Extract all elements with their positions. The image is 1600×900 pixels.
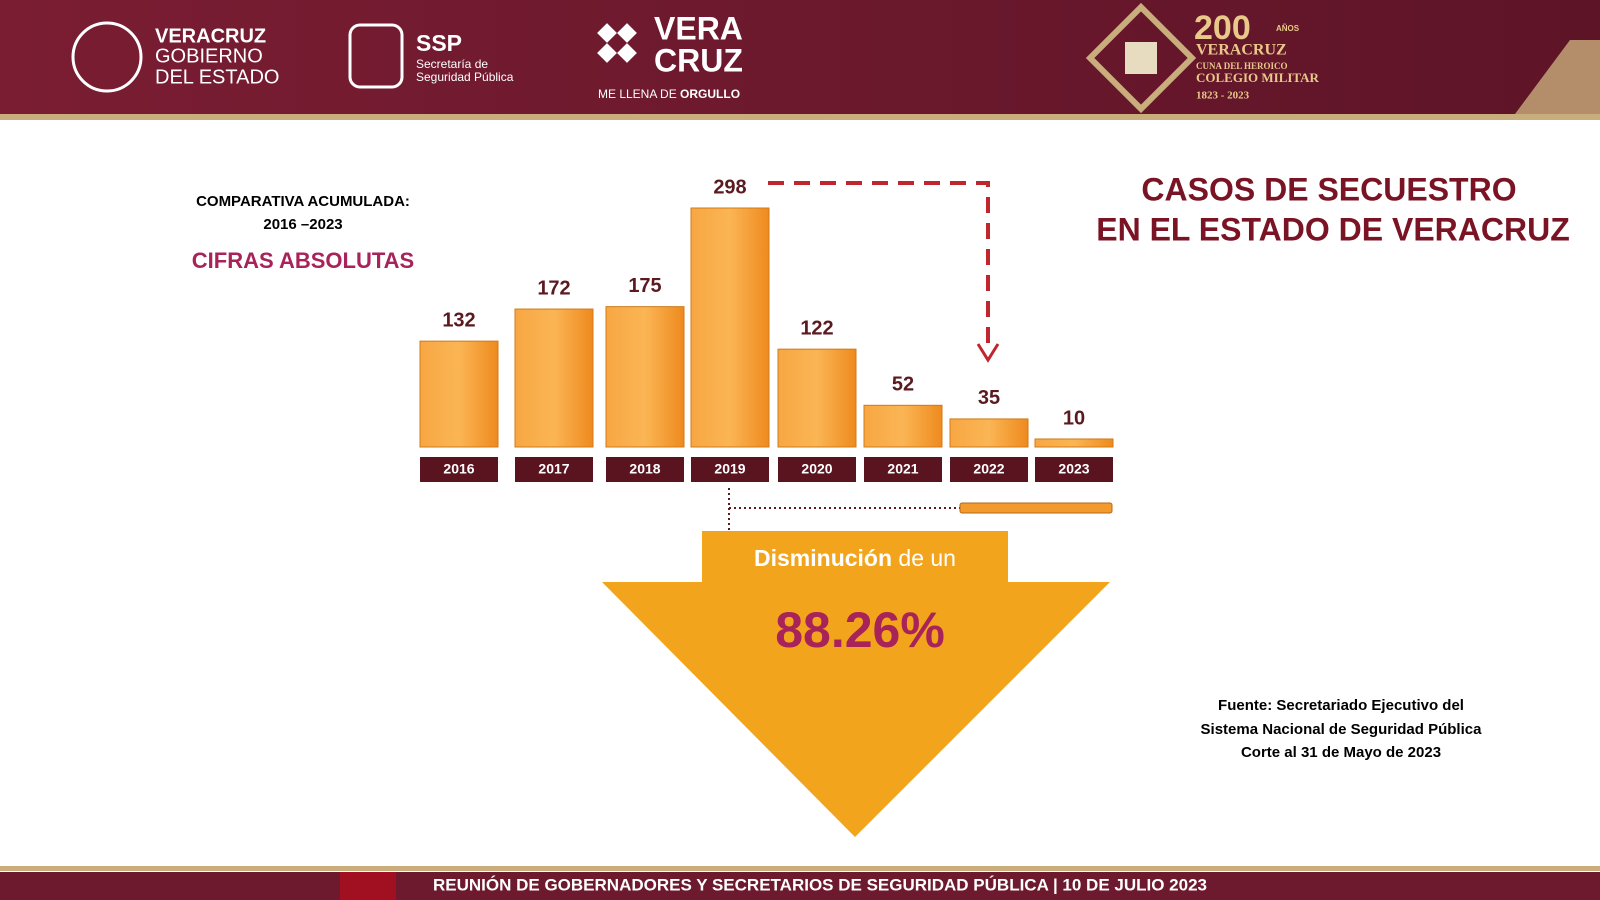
chart-title: CASOS DE SECUESTRO (1141, 171, 1516, 207)
logo-text: CUNA DEL HEROICO (1196, 61, 1288, 71)
logo-200-texts: 200 AÑOS VERACRUZ CUNA DEL HEROICO COLEG… (1194, 9, 1320, 102)
bar (949, 418, 1029, 448)
bar (863, 404, 943, 448)
bar (777, 348, 857, 448)
dashed-arrow (768, 181, 990, 352)
logo-text: 1823 - 2023 (1196, 90, 1250, 102)
bar (1034, 438, 1114, 448)
value-label: 172 (537, 277, 570, 299)
header-texts: VERACRUZ GOBIERNO DEL ESTADO SSP Secreta… (155, 10, 743, 101)
x-tick-label: 2016 (443, 461, 474, 477)
value-label: 122 (800, 317, 833, 339)
dotted-connector (728, 488, 960, 530)
value-label: 132 (442, 309, 475, 331)
logo-text: GOBIERNO (155, 45, 263, 67)
percent: 88.26% (775, 602, 945, 658)
logo-ssp (348, 23, 404, 89)
footer-line (0, 866, 1600, 871)
category-box (778, 457, 856, 482)
source: Corte al 31 de Mayo de 2023 (1241, 744, 1441, 761)
chart-title: EN EL ESTADO DE VERACRUZ (1096, 211, 1570, 247)
x-tick-label: 2019 (714, 461, 745, 477)
logo-text: DEL ESTADO (155, 66, 279, 88)
annotation: de un (898, 545, 956, 571)
footer-text: REUNIÓN DE GOBERNADORES Y SECRETARIOS DE… (433, 875, 1207, 894)
bar (690, 207, 770, 448)
arrow-head (976, 343, 1000, 363)
header-bar (0, 0, 1600, 114)
value-label: 298 (713, 176, 746, 198)
category-box (606, 457, 684, 482)
subtitle: COMPARATIVA ACUMULADA: (196, 193, 410, 210)
subtitle: 2016 –2023 (263, 216, 342, 233)
subtitle: CIFRAS ABSOLUTAS (192, 248, 414, 273)
header-line (0, 114, 1600, 120)
source: Fuente: Secretariado Ejecutivo del (1218, 697, 1464, 714)
category-box (420, 457, 498, 482)
logo-text: AÑOS (1276, 24, 1300, 33)
x-tick-label: 2022 (973, 461, 1004, 477)
category-box (691, 457, 769, 482)
bar (514, 308, 594, 448)
logo-text: COLEGIO MILITAR (1196, 70, 1320, 85)
value-label: 10 (1063, 407, 1085, 429)
footer-accent (340, 872, 396, 900)
x-tick-label: 2020 (801, 461, 832, 477)
logo-text: ME LLENA DE ORGULLO (598, 87, 740, 101)
header-accent (1515, 40, 1600, 114)
logo-text: ORGULLO (680, 87, 740, 101)
x-tick-label: 2021 (887, 461, 918, 477)
value-label: 35 (978, 387, 1000, 409)
logo-shield (71, 21, 143, 93)
bar (605, 306, 685, 448)
x-tick-label: 2023 (1058, 461, 1089, 477)
logo-200-center (1125, 42, 1157, 74)
logo-text: VERACRUZ (155, 25, 266, 47)
category-box (515, 457, 593, 482)
logo-text: SSP (416, 30, 462, 56)
annotation: Disminución (754, 545, 892, 571)
bar (419, 340, 499, 448)
source: Sistema Nacional de Seguridad Pública (1201, 721, 1483, 738)
bracket-bar (959, 502, 1113, 514)
x-tick-label: 2018 (629, 461, 660, 477)
value-label: 175 (628, 275, 661, 297)
category-box (950, 457, 1028, 482)
x-tick-label: 2017 (538, 461, 569, 477)
footer-bar (0, 872, 1600, 900)
logo-text: ME LLENA DE (598, 87, 677, 101)
logo-text: VERACRUZ (1196, 42, 1287, 59)
annotation: Disminución de un (754, 545, 956, 571)
logo-text: 200 (1194, 9, 1251, 47)
bar-chart: 2016 132 2017 172 2018 175 2019 298 2020 122 2021 5… (419, 176, 1114, 482)
down-arrow (602, 531, 1110, 837)
value-label: 52 (892, 374, 914, 396)
logo-200 (1085, 2, 1197, 114)
logo-text: Seguridad Pública (416, 70, 514, 84)
category-box (1035, 457, 1113, 482)
category-box (864, 457, 942, 482)
logo-text: VERA (654, 10, 743, 46)
logo-text: CRUZ (654, 42, 743, 78)
logo-text: Secretaría de (416, 57, 488, 71)
